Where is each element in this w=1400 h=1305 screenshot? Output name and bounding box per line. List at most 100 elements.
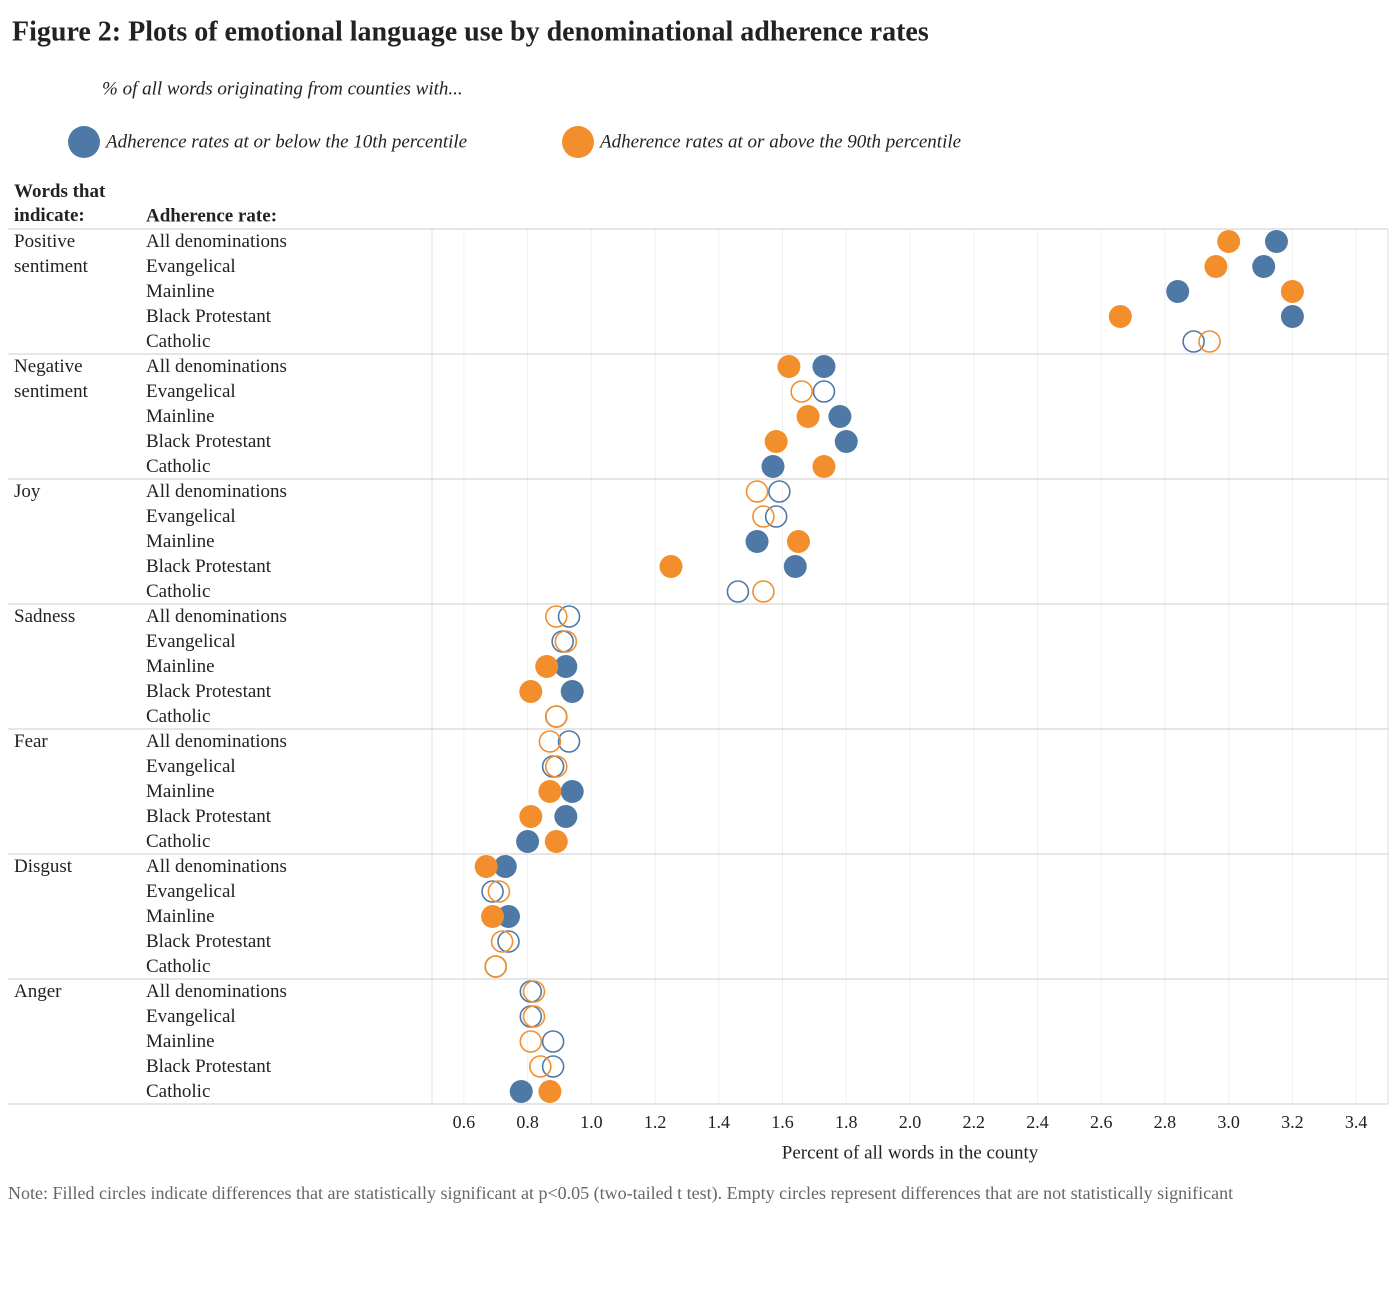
category-label: Catholic xyxy=(146,956,210,977)
group-label: Negative sentiment xyxy=(14,356,88,402)
dot xyxy=(764,430,788,453)
dot xyxy=(554,805,578,828)
x-axis-label: Percent of all words in the county xyxy=(782,1142,1039,1163)
dot xyxy=(519,1030,543,1053)
category-label: Mainline xyxy=(146,1031,215,1052)
x-tick-label: 2.8 xyxy=(1154,1112,1177,1132)
category-label: All denominations xyxy=(146,731,287,752)
category-label: Evangelical xyxy=(146,881,236,902)
dot xyxy=(1252,255,1276,278)
dot xyxy=(1204,255,1228,278)
dot xyxy=(541,1055,565,1078)
dot xyxy=(497,930,520,953)
dot xyxy=(538,730,562,753)
dot xyxy=(538,780,562,803)
dot xyxy=(509,1080,533,1103)
dot xyxy=(538,1080,562,1103)
x-tick-label: 0.8 xyxy=(516,1112,539,1132)
note: Note: Filled circles indicate difference… xyxy=(8,1183,1234,1203)
dot xyxy=(659,555,683,578)
dot xyxy=(745,530,769,553)
chart-title: Figure 2: Plots of emotional language us… xyxy=(12,16,929,47)
category-label: All denominations xyxy=(146,356,287,377)
dot xyxy=(752,580,775,603)
row-header-box: Words that indicate: xyxy=(14,181,106,226)
category-label: Catholic xyxy=(146,831,210,852)
dot xyxy=(474,855,498,878)
group-label-box: Joy xyxy=(14,481,41,502)
dot xyxy=(812,455,836,478)
category-label: Evangelical xyxy=(146,256,236,277)
dot xyxy=(557,605,581,628)
x-tick-label: 1.2 xyxy=(644,1112,667,1132)
category-label: Black Protestant xyxy=(146,681,272,702)
dot xyxy=(529,1055,552,1078)
row-header: Words that indicate: xyxy=(14,181,106,226)
dot xyxy=(1182,330,1205,353)
dot xyxy=(1280,280,1304,303)
dot xyxy=(790,380,813,403)
legend-label: Adherence rates at or below the 10th per… xyxy=(104,131,467,152)
group-label-box: Disgust xyxy=(14,856,73,877)
dot xyxy=(560,780,584,803)
group-label-box: Negative sentiment xyxy=(14,356,88,402)
category-label: Catholic xyxy=(146,1081,210,1102)
category-label: All denominations xyxy=(146,231,287,252)
category-label: Black Protestant xyxy=(146,306,272,327)
x-tick-label: 3.2 xyxy=(1281,1112,1304,1132)
dot xyxy=(519,805,543,828)
dot xyxy=(493,855,517,878)
category-label: Black Protestant xyxy=(146,931,272,952)
dot xyxy=(812,355,836,378)
dot xyxy=(544,705,568,728)
dot xyxy=(516,830,540,853)
x-tick-label: 3.0 xyxy=(1217,1112,1240,1132)
dot xyxy=(745,480,769,503)
category-label: Black Protestant xyxy=(146,1056,272,1077)
dot xyxy=(1166,280,1190,303)
dot xyxy=(761,455,785,478)
dot xyxy=(519,680,543,703)
dot xyxy=(544,605,568,628)
legend-marker xyxy=(68,126,100,158)
group-label-box: Fear xyxy=(14,731,48,752)
dot xyxy=(522,1005,546,1028)
group-label: Sadness xyxy=(14,606,76,627)
dot xyxy=(764,505,788,528)
legend-label: Adherence rates at or above the 90th per… xyxy=(598,131,961,152)
dot xyxy=(541,1030,565,1053)
dot xyxy=(1280,305,1304,328)
x-tick-label: 1.8 xyxy=(835,1112,858,1132)
category-label: Catholic xyxy=(146,456,210,477)
dot xyxy=(726,580,750,603)
dot xyxy=(481,905,505,928)
group-label-box: Anger xyxy=(14,981,61,1002)
category-label: Evangelical xyxy=(146,1006,236,1027)
dot xyxy=(768,480,791,503)
dot xyxy=(522,980,546,1003)
x-tick-label: 1.6 xyxy=(771,1112,794,1132)
category-label: Catholic xyxy=(146,331,210,352)
dot xyxy=(554,655,578,678)
dot xyxy=(834,430,858,453)
category-label: Mainline xyxy=(146,531,215,552)
x-tick-label: 2.0 xyxy=(899,1112,922,1132)
category-label: Black Protestant xyxy=(146,806,272,827)
dot xyxy=(560,680,584,703)
category-label: Mainline xyxy=(146,906,215,927)
category-label: Evangelical xyxy=(146,506,236,527)
category-label: Mainline xyxy=(146,656,215,677)
group-label: Disgust xyxy=(14,856,73,877)
category-label: Evangelical xyxy=(146,756,236,777)
category-label: Catholic xyxy=(146,581,210,602)
dot xyxy=(481,880,504,903)
dot xyxy=(777,355,801,378)
dot xyxy=(490,930,514,953)
x-tick-label: 0.6 xyxy=(453,1112,476,1132)
dot xyxy=(484,955,508,978)
dot xyxy=(1264,230,1288,253)
group-label: Joy xyxy=(14,481,41,502)
category-label: Catholic xyxy=(146,706,210,727)
